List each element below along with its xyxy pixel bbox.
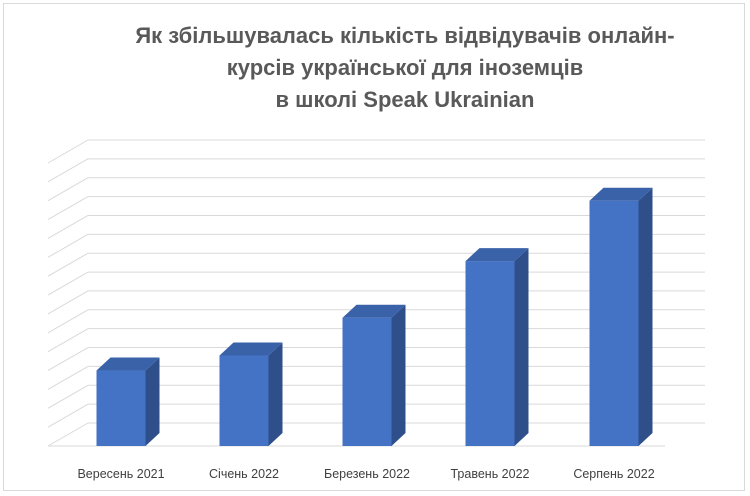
bar-1-top (96, 357, 160, 371)
bar-3-top (342, 304, 406, 318)
x-tick-label: Січень 2022 (209, 467, 279, 481)
chart-title-line-1: Як збільшувалась кількість відвідувачів … (135, 23, 675, 48)
bar-5-top (589, 187, 653, 201)
bar-4-front (465, 261, 515, 446)
bar-2-top (219, 342, 283, 356)
bar-3-side (391, 304, 406, 446)
bar-4-side (514, 248, 529, 446)
bar-5-side (638, 187, 653, 446)
x-tick-label: Серпень 2022 (573, 467, 654, 481)
bar-3-front (342, 317, 392, 446)
bar-1-front (96, 370, 146, 446)
bar-2-front (219, 355, 269, 446)
bar-1-side (145, 357, 160, 446)
chart-title-line-2: курсів української для іноземців (226, 55, 584, 80)
x-tick-label: Вересень 2021 (77, 467, 164, 481)
chart-title: Як збільшувалась кількість відвідувачів … (60, 20, 750, 116)
bar-2-side (268, 342, 283, 446)
bar-4-top (465, 248, 529, 262)
chart-title-line-3: в школі Speak Ukrainian (275, 87, 535, 112)
bar-5-front (589, 200, 639, 446)
gridline (47, 177, 705, 202)
gridline (47, 158, 705, 183)
x-tick-label: Березень 2022 (324, 467, 410, 481)
gridline (47, 139, 705, 164)
x-tick-label: Травень 2022 (451, 467, 530, 481)
